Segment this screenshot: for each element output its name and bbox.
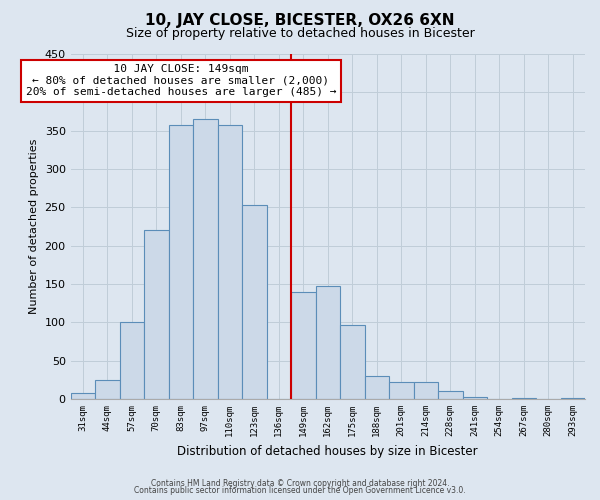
Bar: [169, 124, 193, 399]
Bar: [512, 398, 536, 399]
Bar: [144, 230, 169, 399]
X-axis label: Distribution of detached houses by size in Bicester: Distribution of detached houses by size …: [178, 444, 478, 458]
Text: 10 JAY CLOSE: 149sqm  
← 80% of detached houses are smaller (2,000)
20% of semi-: 10 JAY CLOSE: 149sqm ← 80% of detached h…: [26, 64, 336, 97]
Bar: [291, 292, 316, 399]
Bar: [438, 390, 463, 399]
Bar: [218, 124, 242, 399]
Bar: [316, 286, 340, 399]
Text: 10, JAY CLOSE, BICESTER, OX26 6XN: 10, JAY CLOSE, BICESTER, OX26 6XN: [145, 12, 455, 28]
Text: Contains public sector information licensed under the Open Government Licence v3: Contains public sector information licen…: [134, 486, 466, 495]
Bar: [463, 397, 487, 399]
Bar: [389, 382, 413, 399]
Bar: [242, 205, 266, 399]
Bar: [193, 119, 218, 399]
Bar: [340, 324, 365, 399]
Text: Size of property relative to detached houses in Bicester: Size of property relative to detached ho…: [125, 28, 475, 40]
Bar: [95, 380, 119, 399]
Y-axis label: Number of detached properties: Number of detached properties: [29, 139, 39, 314]
Bar: [119, 322, 144, 399]
Bar: [71, 393, 95, 399]
Text: Contains HM Land Registry data © Crown copyright and database right 2024.: Contains HM Land Registry data © Crown c…: [151, 478, 449, 488]
Bar: [365, 376, 389, 399]
Bar: [413, 382, 438, 399]
Bar: [560, 398, 585, 399]
